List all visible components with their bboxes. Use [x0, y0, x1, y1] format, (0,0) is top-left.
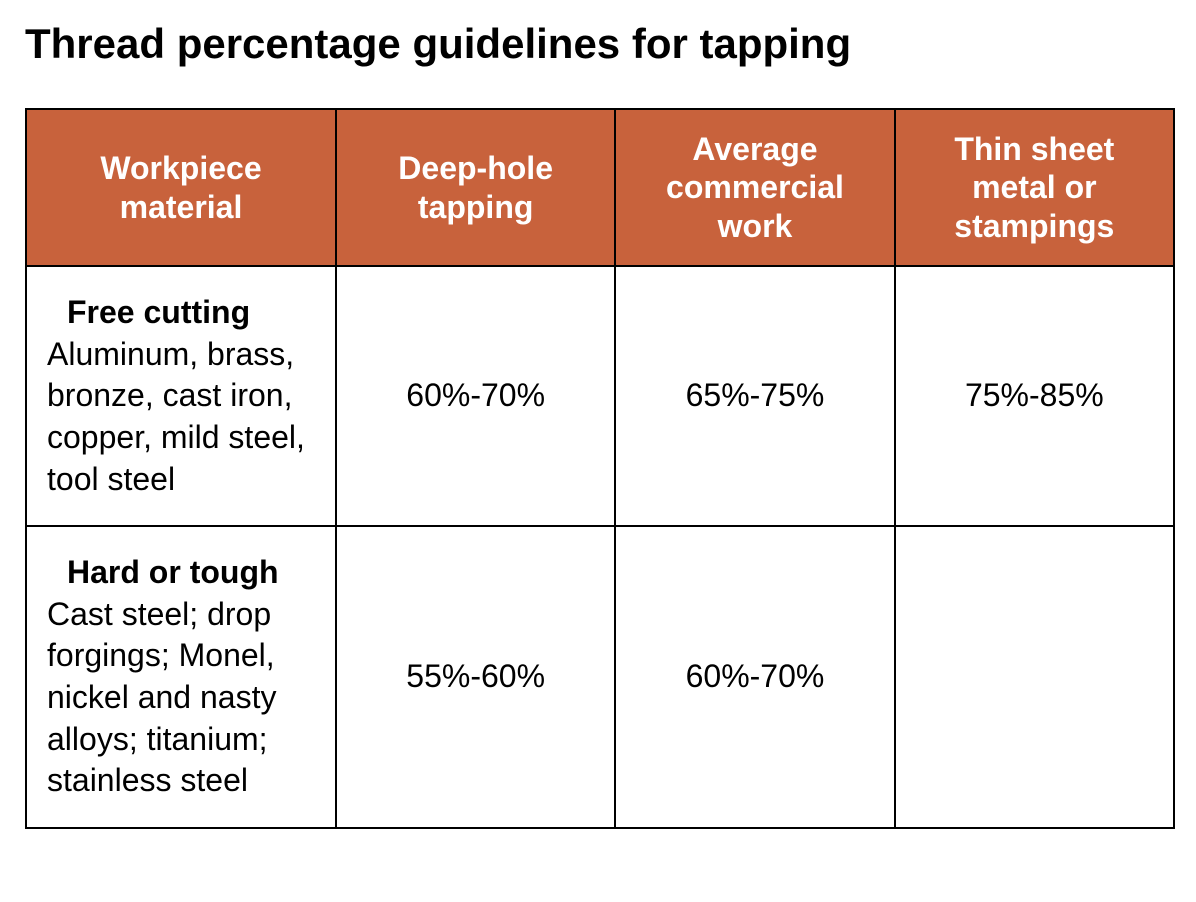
value-deep-hole: 55%-60%	[336, 526, 615, 828]
value-deep-hole: 60%-70%	[336, 266, 615, 526]
value-thin-sheet: 75%-85%	[895, 266, 1174, 526]
value-thin-sheet	[895, 526, 1174, 828]
header-workpiece-material: Workpiece material	[26, 109, 336, 266]
material-cell-free-cutting: Free cutting Aluminum, brass, bronze, ca…	[26, 266, 336, 526]
material-description: Aluminum, brass, bronze, cast iron, copp…	[47, 334, 315, 500]
value-average-commercial: 60%-70%	[615, 526, 894, 828]
material-title: Free cutting	[47, 292, 315, 334]
material-cell-hard-tough: Hard or tough Cast steel; drop forgings;…	[26, 526, 336, 828]
header-deep-hole: Deep-hole tapping	[336, 109, 615, 266]
value-average-commercial: 65%-75%	[615, 266, 894, 526]
table-row: Hard or tough Cast steel; drop forgings;…	[26, 526, 1174, 828]
table-header-row: Workpiece material Deep-hole tapping Ave…	[26, 109, 1174, 266]
page-title: Thread percentage guidelines for tapping	[20, 20, 1176, 68]
material-description: Cast steel; drop forgings; Monel, nickel…	[47, 594, 315, 802]
header-average-commercial: Average commercial work	[615, 109, 894, 266]
header-thin-sheet: Thin sheet metal or stampings	[895, 109, 1174, 266]
thread-guidelines-table: Workpiece material Deep-hole tapping Ave…	[25, 108, 1175, 829]
material-title: Hard or tough	[47, 552, 315, 594]
table-row: Free cutting Aluminum, brass, bronze, ca…	[26, 266, 1174, 526]
